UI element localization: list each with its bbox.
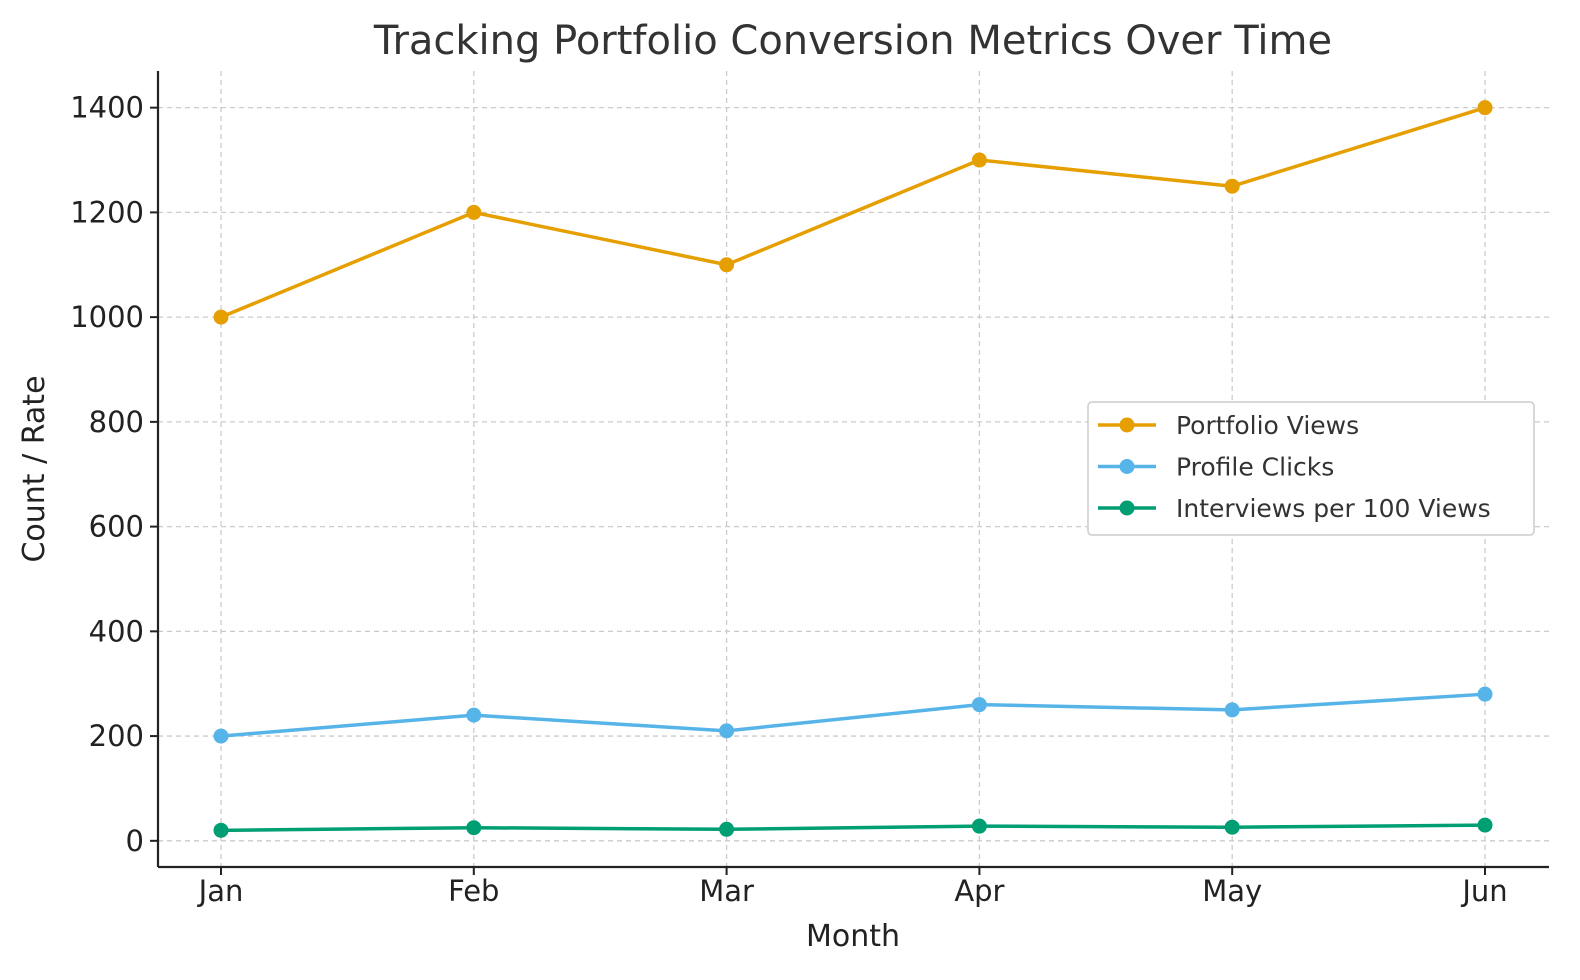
- data-point-profile-clicks: [1477, 686, 1493, 702]
- series-lines: [213, 100, 1493, 838]
- legend: Portfolio Views Profile Clicks Interviews …: [1087, 401, 1535, 536]
- data-point-interviews-per-100-views: [213, 822, 229, 838]
- data-point-portfolio-views: [1477, 100, 1493, 116]
- legend-box: [1087, 401, 1535, 536]
- y-axis-label: Count / Rate: [17, 375, 52, 562]
- data-point-profile-clicks: [466, 707, 482, 723]
- ticks: 0 200 400 600 800 1000 1200 1400 Jan Feb Mar Apr May…: [70, 91, 1507, 908]
- series-interviews-per-100-views: [213, 817, 1493, 838]
- data-point-interviews-per-100-views: [466, 820, 482, 836]
- series-line-interviews-per-100-views: [219, 823, 1487, 833]
- data-point-portfolio-views: [971, 152, 987, 168]
- data-point-interviews-per-100-views: [971, 818, 987, 834]
- axes: [156, 71, 1549, 869]
- data-point-interviews-per-100-views: [1477, 817, 1493, 833]
- data-point-interviews-per-100-views: [719, 821, 735, 837]
- x-tick-label: Jan: [197, 874, 244, 908]
- chart-title: Tracking Portfolio Conversion Metrics Ov…: [373, 18, 1332, 64]
- legend-marker: [1119, 459, 1135, 474]
- legend-marker: [1119, 417, 1135, 433]
- legend-item: Profile Clicks: [1098, 453, 1334, 482]
- legend-label: Profile Clicks: [1176, 453, 1334, 482]
- y-tick-label: 1200: [70, 195, 144, 229]
- data-point-portfolio-views: [1224, 178, 1240, 194]
- legend-label: Interviews per 100 Views: [1176, 494, 1491, 523]
- x-tick-label: Mar: [699, 874, 754, 908]
- y-tick-label: 1400: [70, 91, 144, 125]
- y-tick-label: 800: [89, 405, 144, 439]
- data-point-interviews-per-100-views: [1224, 819, 1240, 835]
- x-tick-label: May: [1202, 874, 1262, 908]
- y-tick-label: 600: [89, 510, 144, 544]
- legend-item: Interviews per 100 Views: [1098, 494, 1491, 523]
- x-tick-label: Apr: [954, 874, 1004, 908]
- legend-item: Portfolio Views: [1098, 411, 1359, 440]
- x-axis-label: Month: [806, 919, 900, 954]
- data-point-portfolio-views: [466, 204, 482, 220]
- y-tick-label: 200: [89, 719, 144, 753]
- legend-marker: [1119, 500, 1135, 516]
- data-point-profile-clicks: [213, 728, 229, 744]
- y-tick-label: 1000: [70, 300, 144, 334]
- series-line-portfolio-views: [219, 105, 1487, 319]
- x-tick-label: Feb: [448, 874, 499, 908]
- data-point-portfolio-views: [719, 257, 735, 273]
- legend-label: Portfolio Views: [1176, 411, 1359, 440]
- y-tick-label: 0: [126, 824, 144, 858]
- data-point-profile-clicks: [1224, 702, 1240, 718]
- series-portfolio-views: [213, 100, 1493, 325]
- y-tick-label: 400: [89, 614, 144, 648]
- series-profile-clicks: [213, 686, 1493, 744]
- data-point-portfolio-views: [213, 309, 229, 325]
- data-point-profile-clicks: [719, 723, 735, 739]
- x-tick-label: Jun: [1460, 874, 1507, 908]
- data-point-profile-clicks: [971, 697, 987, 713]
- series-line-profile-clicks: [219, 692, 1487, 738]
